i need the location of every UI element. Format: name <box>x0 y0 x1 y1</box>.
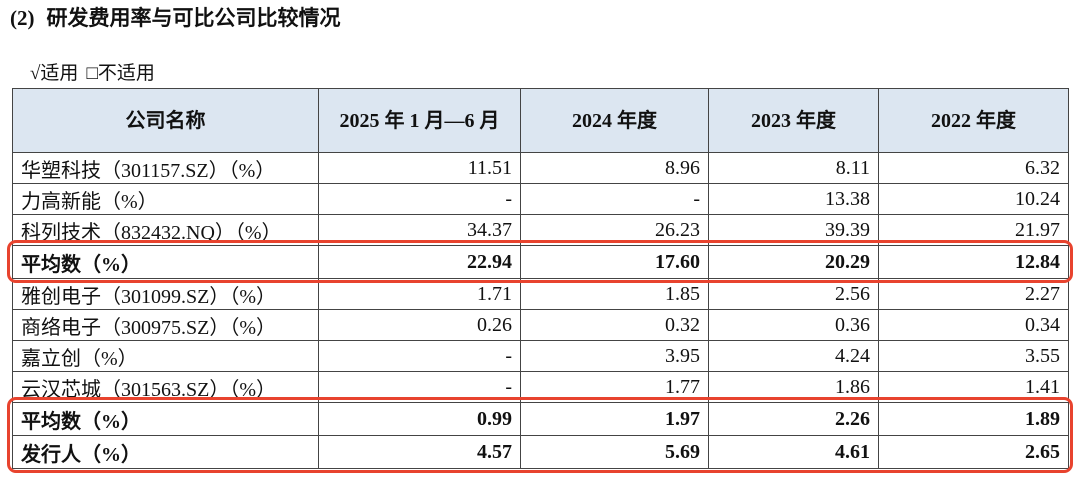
value-cell: 1.97 <box>520 402 709 436</box>
value-cell: 3.55 <box>878 340 1069 372</box>
table-row: 发行人（%） 4.57 5.69 4.61 2.65 <box>12 435 1069 469</box>
value-cell: 2.56 <box>708 278 879 310</box>
table-row: 平均数（%） 22.94 17.60 20.29 12.84 <box>12 245 1069 279</box>
value-cell: 0.99 <box>318 402 521 436</box>
highlight-box <box>6 239 1073 283</box>
value-cell: 11.51 <box>318 152 521 184</box>
section-title: (2) 研发费用率与可比公司比较情况 <box>10 2 341 32</box>
company-cell: 嘉立创（%） <box>12 340 319 372</box>
value-cell: 0.36 <box>708 309 879 341</box>
value-cell: 1.71 <box>318 278 521 310</box>
value-cell: 10.24 <box>878 183 1069 215</box>
table-row: 华塑科技（301157.SZ）（%） 11.51 8.96 8.11 6.32 <box>12 152 1069 184</box>
column-header: 2025 年 1 月—6 月 <box>318 88 521 153</box>
column-header: 公司名称 <box>12 88 319 153</box>
value-cell: 1.85 <box>520 278 709 310</box>
table-row: 雅创电子（301099.SZ）（%） 1.71 1.85 2.56 2.27 <box>12 278 1069 310</box>
value-cell: - <box>318 183 521 215</box>
value-cell: 12.84 <box>878 245 1069 279</box>
company-cell: 雅创电子（301099.SZ）（%） <box>12 278 319 310</box>
value-cell: 0.34 <box>878 309 1069 341</box>
company-cell: 华塑科技（301157.SZ）（%） <box>12 152 319 184</box>
applicable: √适用 <box>30 63 79 84</box>
section-number: (2) <box>10 6 35 30</box>
company-cell: 发行人（%） <box>12 435 319 469</box>
value-cell: 0.32 <box>520 309 709 341</box>
value-cell: 3.95 <box>520 340 709 372</box>
applicability: √适用 □不适用 <box>30 58 163 85</box>
value-cell: 8.11 <box>708 152 879 184</box>
company-cell: 力高新能（%） <box>12 183 319 215</box>
table-row: 力高新能（%） - -13.38 10.24 <box>12 183 1069 215</box>
section-text: 研发费用率与可比公司比较情况 <box>46 6 341 30</box>
table-row: 嘉立创（%） -3.95 4.24 3.55 <box>12 340 1069 372</box>
value-cell: 4.61 <box>708 435 879 469</box>
value-cell: 4.24 <box>708 340 879 372</box>
column-header: 2022 年度 <box>878 88 1069 153</box>
highlight-box <box>6 396 1073 473</box>
value-cell: 20.29 <box>708 245 879 279</box>
value-cell: 4.57 <box>318 435 521 469</box>
value-cell: 0.26 <box>318 309 521 341</box>
value-cell: 8.96 <box>520 152 709 184</box>
not-applicable: □不适用 <box>86 63 155 84</box>
value-cell: 13.38 <box>708 183 879 215</box>
company-cell: 平均数（%） <box>12 245 319 279</box>
value-cell: - <box>318 340 521 372</box>
value-cell: 2.27 <box>878 278 1069 310</box>
header-row: 公司名称 2025 年 1 月—6 月 2024 年度 2023 年度 2022 年度 <box>12 88 1069 153</box>
table-row: 商络电子（300975.SZ）（%） 0.26 0.32 0.36 0.34 <box>12 309 1069 341</box>
value-cell: 22.94 <box>318 245 521 279</box>
column-header: 2024 年度 <box>520 88 709 153</box>
column-header: 2023 年度 <box>708 88 879 153</box>
value-cell: - <box>520 183 709 215</box>
value-cell: 6.32 <box>878 152 1069 184</box>
company-cell: 商络电子（300975.SZ）（%） <box>12 309 319 341</box>
value-cell: 2.65 <box>878 435 1069 469</box>
